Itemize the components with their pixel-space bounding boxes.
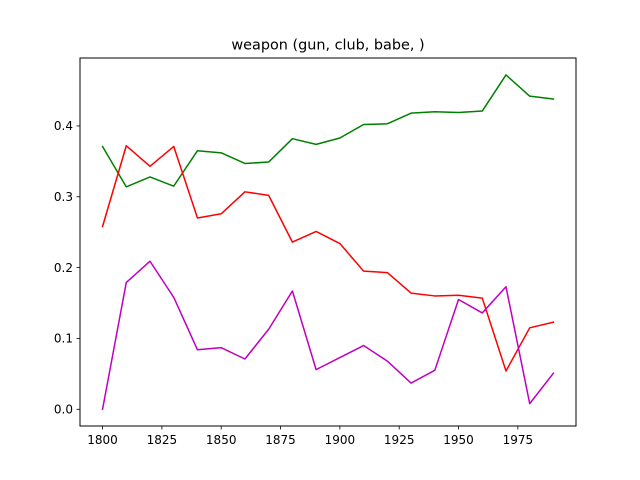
x-tick-label: 1875 <box>265 433 296 447</box>
x-tick-label: 1800 <box>87 433 118 447</box>
series-layer <box>101 74 555 411</box>
green-series-line <box>101 74 555 188</box>
red-series-line <box>101 145 555 372</box>
y-tick-label: 0.3 <box>54 190 73 204</box>
y-tick-label: 0.4 <box>54 119 73 133</box>
x-tick-label: 1825 <box>147 433 178 447</box>
plot-frame <box>79 57 577 427</box>
y-tick-label: 0.0 <box>54 403 73 417</box>
y-tick-label: 0.1 <box>54 332 73 346</box>
y-tick-label: 0.2 <box>54 261 73 275</box>
x-tick-label: 1900 <box>325 433 356 447</box>
x-tick-label: 1950 <box>443 433 474 447</box>
chart-title: weapon (gun, club, babe, ) <box>231 38 424 54</box>
magenta-series-line <box>101 260 555 411</box>
x-tick-label: 1925 <box>384 433 415 447</box>
x-tick-label: 1850 <box>206 433 237 447</box>
axes: 1800 1825 1850 1875 1900 1925 1950 1975 0.0 0.1 0.… <box>54 119 533 447</box>
x-tick-label: 1975 <box>503 433 534 447</box>
